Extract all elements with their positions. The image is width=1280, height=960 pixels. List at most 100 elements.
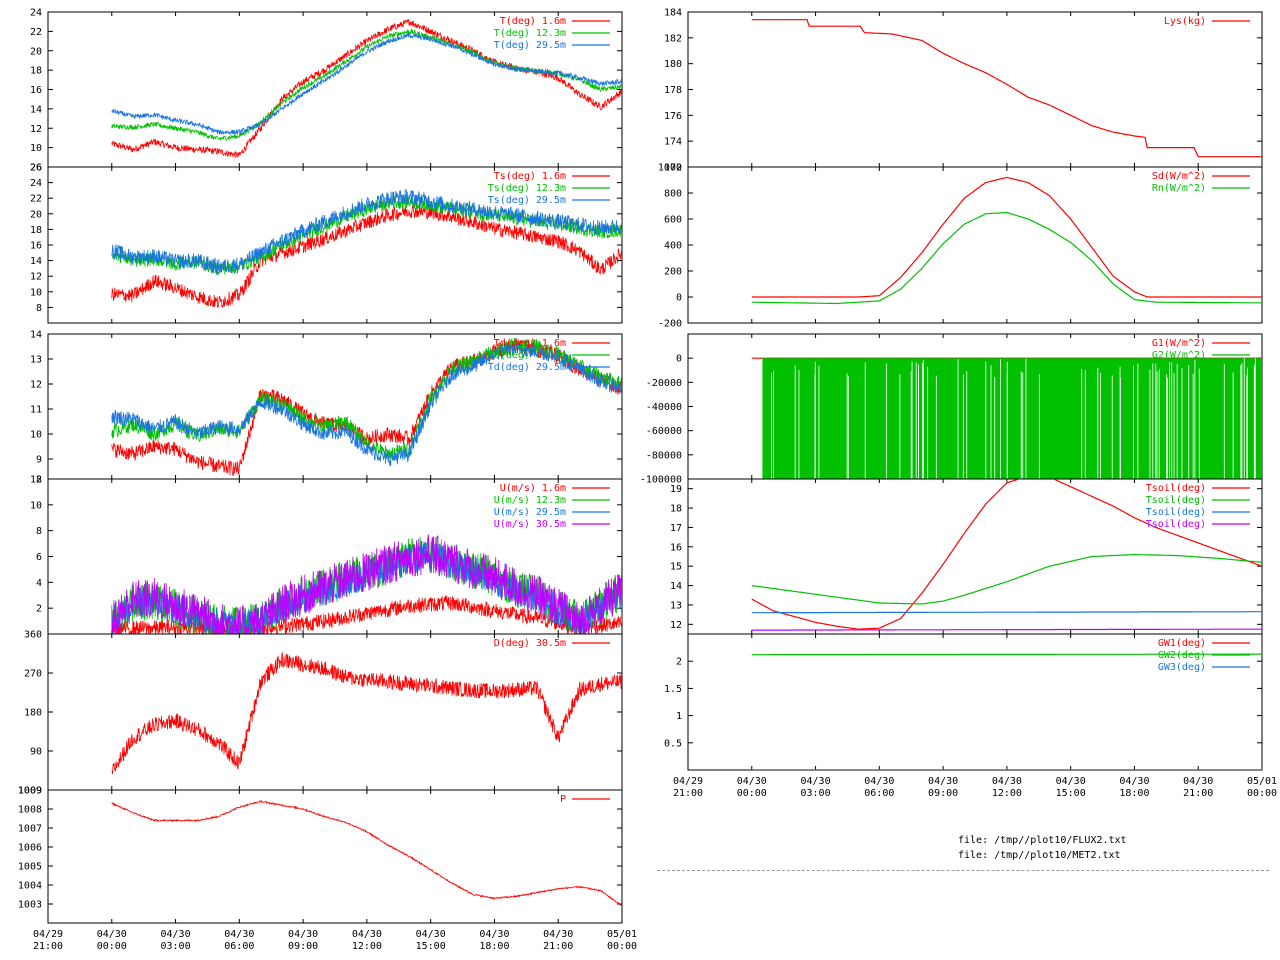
x-tick-time: 21:00 [543, 941, 573, 952]
y-tick-label: 360 [24, 630, 42, 641]
plot-area [111, 19, 622, 158]
y-tick-label: 13 [670, 600, 682, 611]
y-tick-label: 1.5 [664, 684, 682, 695]
y-tick-label: 12 [30, 475, 42, 486]
y-tick-label: 19 [670, 484, 682, 495]
y-tick-label: 24 [30, 8, 42, 19]
legend-label: U(m/s) 1.6m [500, 483, 566, 494]
legend-label: Rn(W/m^2) [1152, 183, 1206, 194]
y-tick-label: 6 [36, 552, 42, 563]
panel-ground_flux: -80000 -60000 -40000 -20000 0 -100000 G1(W/m^2… [640, 333, 1263, 486]
legend-label: Tsoil(deg) [1146, 507, 1206, 518]
x-tick-time: 18:00 [1119, 788, 1149, 799]
y-tick-label: 178 [664, 85, 682, 96]
file-path-flux: file: /tmp//plot10/FLUX2.txt [958, 835, 1127, 846]
y-tick-label: 400 [664, 241, 682, 252]
y-tick-label: 18 [30, 66, 42, 77]
legend-label: D(deg) 30.5m [494, 638, 566, 649]
y-tick-label: 600 [664, 215, 682, 226]
x-tick-date: 04/29 [673, 776, 703, 787]
x-tick-time: 21:00 [673, 788, 703, 799]
x-tick-time: 03:00 [161, 941, 191, 952]
dashed-divider [657, 870, 1269, 871]
panel-pressure: 1003100410051006100710081009P04/2921:000… [18, 786, 637, 953]
legend-label: U(m/s) 29.5m [494, 507, 566, 518]
series-0-line [111, 595, 622, 634]
y-tick-label: 18 [670, 504, 682, 515]
y-tick-label: 180 [24, 708, 42, 719]
y-tick-label: 22 [30, 27, 42, 38]
y-tick-label: 16 [30, 241, 42, 252]
y-tick-label: 10 [30, 500, 42, 511]
y-tick-label: -40000 [646, 402, 682, 413]
y-tick-label: 184 [664, 8, 682, 19]
panel-lysimeter: 174 176 178 180 182 184 172 Lys(kg) [664, 8, 1263, 174]
legend-label: Tsoil(deg) [1146, 495, 1206, 506]
series-1-line [751, 653, 1262, 656]
x-tick-time: 06:00 [224, 941, 254, 952]
x-tick-time: 15:00 [1056, 788, 1086, 799]
y-tick-label: 12 [30, 124, 42, 135]
legend-label: Td(deg) 12.3m [488, 350, 566, 361]
x-tick-date: 04/30 [992, 776, 1022, 787]
panel-frame [47, 789, 623, 924]
legend-label: G2(W/m^2) [1152, 350, 1206, 361]
panel-frame [687, 11, 1263, 168]
series-2-line [111, 341, 622, 467]
plot-area [751, 176, 1262, 305]
x-tick-time: 00:00 [607, 941, 637, 952]
legend-label: Tsoil(deg) [1146, 519, 1206, 530]
y-tick-label: 20 [30, 209, 42, 220]
series-1 [762, 358, 1262, 479]
x-tick-date: 04/30 [801, 776, 831, 787]
y-tick-label: 1008 [18, 805, 42, 816]
y-tick-label: 2 [36, 604, 42, 615]
series-2-line [111, 31, 622, 136]
y-tick-label: 14 [670, 581, 682, 592]
legend-label: Ts(deg) 12.3m [488, 183, 566, 194]
series-3-line [111, 534, 622, 634]
x-tick-time: 12:00 [352, 941, 382, 952]
y-tick-label: 20 [30, 46, 42, 57]
legend-label: U(m/s) 12.3m [494, 495, 566, 506]
series-0-line [111, 651, 622, 775]
legend-label: GW1(deg) [1158, 638, 1206, 649]
legend-label: U(m/s) 30.5m [494, 519, 566, 530]
y-tick-label: 0 [676, 354, 682, 365]
y-tick-label: 174 [664, 137, 682, 148]
plot-area [111, 534, 622, 634]
plot-area [111, 651, 622, 775]
x-tick-date: 04/30 [97, 929, 127, 940]
flux-fill [762, 358, 1262, 479]
series-0-line [751, 479, 1262, 630]
y-tick-label: 13 [30, 355, 42, 366]
x-tick-date: 04/30 [352, 929, 382, 940]
plot-area [751, 653, 1262, 770]
y-tick-label: 12 [30, 380, 42, 391]
series-0-line [111, 204, 622, 309]
x-tick-date: 04/30 [288, 929, 318, 940]
y-tick-label: -60000 [646, 426, 682, 437]
y-tick-label: -200 [658, 319, 682, 330]
x-tick-date: 05/01 [607, 929, 637, 940]
legend-label: T(deg) 1.6m [500, 16, 566, 27]
plot-area [751, 19, 1262, 158]
y-tick-label: 200 [664, 267, 682, 278]
y-tick-label: 18 [30, 225, 42, 236]
y-tick-label: -100000 [640, 475, 682, 486]
y-tick-label: 17 [670, 523, 682, 534]
y-tick-label: 12 [30, 272, 42, 283]
series-2-line [751, 611, 1262, 614]
y-tick-label: 1007 [18, 824, 42, 835]
legend-label: G1(W/m^2) [1152, 338, 1206, 349]
y-tick-label: -20000 [646, 378, 682, 389]
x-tick-date: 04/30 [416, 929, 446, 940]
y-tick-label: 26 [30, 163, 42, 174]
plot-area [751, 357, 1262, 479]
panel-ground_water: 0.511.52GW1(deg)GW2(deg)GW3(deg)04/2921:… [664, 633, 1277, 799]
x-tick-date: 04/30 [1119, 776, 1149, 787]
